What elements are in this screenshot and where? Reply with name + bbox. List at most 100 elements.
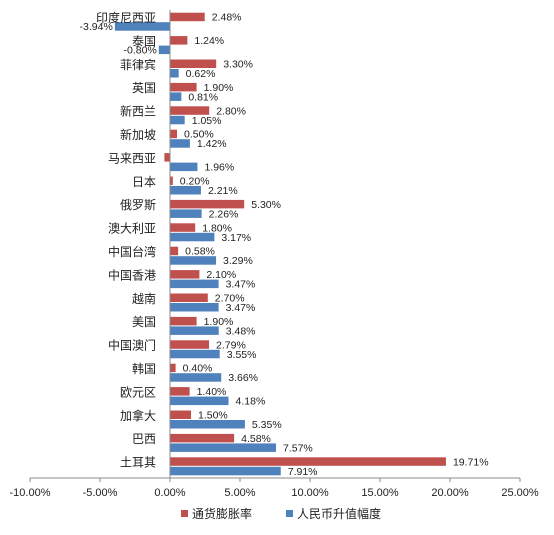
bar-rmb-appreciation (170, 209, 202, 218)
data-label: 1.50% (198, 410, 228, 422)
x-tick-label: -10.00% (10, 487, 51, 499)
data-label: 2.26% (209, 208, 239, 220)
data-label: 19.71% (453, 456, 489, 468)
x-axis-ticks: -10.00% -5.00% 0.00% 5.00% 10.00% 15.00% 20.00… (10, 478, 539, 499)
category-label: 新加坡 (120, 127, 156, 142)
data-label: 0.81% (188, 91, 218, 103)
x-tick-label: 5.00% (224, 487, 255, 499)
bar-inflation (170, 316, 197, 326)
bar-rmb-appreciation (170, 443, 276, 452)
data-label: 1.42% (197, 138, 227, 150)
data-label: 3.17% (221, 232, 251, 244)
data-label: 4.58% (241, 433, 271, 445)
category-label: 泰国 (132, 34, 156, 48)
data-label: 1.05% (192, 115, 222, 127)
data-label: 3.29% (223, 255, 253, 267)
category-label: 中国台湾 (108, 244, 156, 259)
bars-layer (114, 12, 446, 476)
category-label: 土耳其 (120, 456, 156, 470)
data-label: 2.70% (215, 293, 245, 305)
bar-inflation (170, 82, 197, 92)
category-labels: 印度尼西亚泰国菲律宾英国新西兰新加坡马来西亚日本俄罗斯澳大利亚中国台湾中国香港越… (96, 10, 156, 470)
x-tick-label: 25.00% (501, 487, 539, 499)
category-label: 美国 (132, 315, 156, 329)
category-label: 澳大利亚 (108, 222, 156, 236)
bar-inflation (170, 410, 191, 419)
data-label: 2.80% (216, 105, 246, 117)
legend-swatch (286, 510, 293, 517)
bar-inflation (170, 363, 176, 373)
bar-inflation (170, 129, 177, 139)
legend-swatch (181, 510, 188, 517)
bar-rmb-appreciation (170, 349, 220, 359)
category-label: 巴西 (132, 432, 156, 446)
data-label: 0.20% (180, 176, 210, 188)
data-label: 5.30% (251, 199, 281, 211)
data-label: 1.96% (204, 162, 234, 174)
bar-inflation (164, 153, 170, 162)
bar-inflation (170, 223, 196, 232)
data-label: 2.48% (212, 12, 242, 24)
data-label: 1.40% (197, 386, 227, 398)
data-label: -0.80% (124, 45, 157, 57)
legend-label: 通货膨胀率 (192, 506, 252, 521)
data-label: 1.90% (204, 316, 234, 328)
category-label: 中国香港 (108, 267, 156, 282)
data-label: 0.40% (183, 363, 213, 375)
category-label: 越南 (132, 291, 156, 306)
data-label: -3.94% (80, 21, 113, 33)
bar-rmb-appreciation (170, 256, 217, 265)
bar-rmb-appreciation (170, 279, 219, 289)
bar-rmb-appreciation (114, 22, 170, 31)
data-label: 2.21% (208, 185, 238, 197)
data-label: 7.91% (288, 466, 318, 478)
data-label: 4.18% (236, 396, 266, 408)
x-tick-label: 15.00% (361, 487, 399, 499)
legend-label: 人民币升值幅度 (297, 506, 381, 521)
bar-inflation (170, 433, 235, 443)
bar-rmb-appreciation (170, 186, 201, 195)
bar-inflation (170, 12, 205, 22)
data-label: 0.50% (184, 129, 214, 141)
data-label: 3.66% (228, 372, 258, 384)
data-label: 7.57% (283, 442, 313, 454)
bar-rmb-appreciation (170, 326, 219, 335)
bar-rmb-appreciation (170, 420, 245, 429)
data-label: 2.10% (206, 269, 236, 281)
bar-rmb-appreciation (170, 303, 219, 312)
bar-inflation (170, 387, 190, 396)
category-label: 印度尼西亚 (96, 10, 156, 25)
category-label: 加拿大 (120, 408, 156, 423)
x-tick-label: 10.00% (291, 487, 329, 499)
x-tick-label: 20.00% (431, 487, 469, 499)
bar-inflation (170, 246, 179, 256)
category-label: 韩国 (132, 361, 156, 376)
bar-rmb-appreciation (170, 466, 281, 476)
bar-inflation (170, 59, 217, 68)
bar-inflation (170, 270, 200, 279)
bar-rmb-appreciation (170, 396, 229, 406)
bar-inflation (170, 340, 210, 349)
bar-rmb-appreciation (170, 92, 182, 101)
bar-rmb-appreciation (170, 232, 215, 242)
data-label: 3.55% (227, 349, 257, 361)
bar-inflation (170, 176, 173, 185)
data-label: 5.35% (252, 419, 282, 431)
bar-inflation (170, 457, 446, 466)
category-label: 俄罗斯 (120, 198, 156, 212)
data-label: 3.48% (226, 325, 256, 337)
data-label: 3.47% (226, 302, 256, 314)
data-label: 3.47% (226, 279, 256, 291)
data-labels: 2.48%-3.94%1.24%-0.80%3.30%0.62%1.90%0.8… (80, 12, 489, 478)
data-label: 0.58% (185, 246, 215, 258)
bar-inflation (170, 106, 210, 115)
bar-rmb-appreciation (170, 115, 185, 125)
category-label: 中国澳门 (108, 338, 156, 353)
bar-rmb-appreciation (170, 162, 198, 172)
bar-rmb-appreciation (158, 45, 170, 55)
category-label: 马来西亚 (108, 151, 156, 165)
bar-inflation (170, 36, 188, 45)
data-label: 0.62% (186, 68, 216, 80)
bar-rmb-appreciation (170, 139, 190, 148)
